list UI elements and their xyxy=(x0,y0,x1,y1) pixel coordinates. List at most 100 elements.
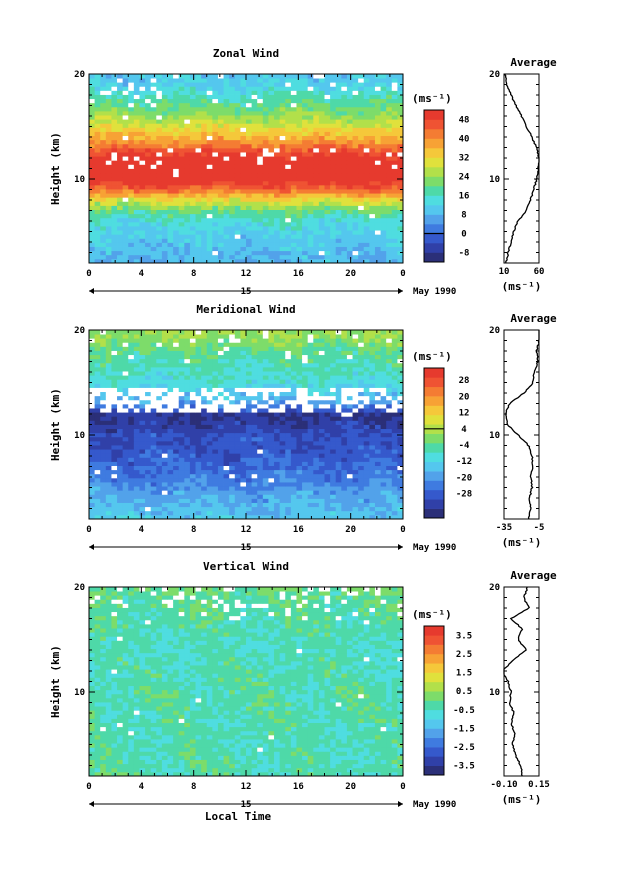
heatmap-cell xyxy=(156,143,163,149)
heatmap-cell xyxy=(201,90,208,95)
heatmap-cell xyxy=(313,193,320,198)
heatmap-cell xyxy=(133,102,140,108)
heatmap-cell xyxy=(94,432,101,438)
heatmap-cell xyxy=(173,135,180,141)
heatmap-cell xyxy=(94,408,101,413)
heatmap-cell xyxy=(212,184,219,190)
heatmap-cell xyxy=(335,420,342,425)
heatmap-cell xyxy=(100,428,107,434)
heatmap-cell xyxy=(111,469,118,475)
heatmap-cell xyxy=(189,78,196,83)
heatmap-cell xyxy=(302,119,309,124)
heatmap-cell xyxy=(161,424,168,430)
heatmap-cell xyxy=(195,197,202,202)
heatmap-cell xyxy=(246,123,253,128)
heatmap-cell xyxy=(285,152,292,157)
heatmap-cell xyxy=(268,102,275,108)
heatmap-cell xyxy=(173,143,180,149)
heatmap-cell xyxy=(94,209,101,215)
heatmap-cell xyxy=(324,180,331,186)
heatmap-cell xyxy=(128,412,135,417)
heatmap-cell xyxy=(386,102,393,108)
heatmap-cell xyxy=(352,209,359,215)
heatmap-cell xyxy=(240,156,247,161)
heatmap-cell xyxy=(246,440,253,446)
heatmap-cell xyxy=(161,254,168,260)
heatmap-cell xyxy=(94,477,101,483)
heatmap-cell xyxy=(212,424,219,430)
heatmap-cell xyxy=(335,408,342,413)
heatmap-cell xyxy=(358,358,365,364)
heatmap-cell xyxy=(173,197,180,202)
heatmap-cell xyxy=(229,160,236,165)
heatmap-cell xyxy=(268,403,275,409)
heatmap-cell xyxy=(184,86,191,91)
heatmap-cell xyxy=(223,193,230,198)
heatmap-cell xyxy=(161,461,168,466)
heatmap-cell xyxy=(246,366,253,372)
heatmap-cell xyxy=(156,432,163,438)
heatmap-cell xyxy=(318,510,325,516)
heatmap-cell xyxy=(161,440,168,446)
heatmap-cell xyxy=(201,428,208,434)
heatmap-cell xyxy=(257,403,264,409)
heatmap-cell xyxy=(139,176,146,182)
heatmap-cell xyxy=(307,164,314,169)
heatmap-cell xyxy=(346,258,353,264)
heatmap-cell xyxy=(94,193,101,198)
heatmap-cell xyxy=(206,197,213,202)
heatmap-cell xyxy=(105,160,112,165)
heatmap-cell xyxy=(156,94,163,100)
heatmap-cell xyxy=(206,110,213,116)
heatmap-cell xyxy=(178,115,185,120)
heatmap-cell xyxy=(346,482,353,487)
heatmap-cell xyxy=(296,383,303,388)
heatmap-cell xyxy=(346,221,353,227)
heatmap-cell xyxy=(145,461,152,466)
heatmap-cell xyxy=(313,147,320,153)
heatmap-cell xyxy=(167,379,174,384)
heatmap-cell xyxy=(330,383,337,388)
heatmap-cell xyxy=(397,391,404,397)
heatmap-cell xyxy=(173,432,180,438)
heatmap-cell xyxy=(330,403,337,409)
heatmap-cell xyxy=(212,465,219,471)
heatmap-cell xyxy=(189,254,196,260)
heatmap-cell xyxy=(274,366,281,372)
heatmap-cell xyxy=(217,189,224,194)
heatmap-cell xyxy=(133,180,140,186)
heatmap-cell xyxy=(279,164,286,169)
heatmap-cell xyxy=(363,168,370,174)
heatmap-cell xyxy=(122,172,129,178)
heatmap-cell xyxy=(150,102,157,108)
heatmap-cell xyxy=(195,358,202,364)
heatmap-cell xyxy=(100,110,107,116)
heatmap-cell xyxy=(391,358,398,364)
heatmap-cell xyxy=(262,502,269,508)
heatmap-cell xyxy=(128,226,135,231)
heatmap-cell xyxy=(341,135,348,141)
heatmap-cell xyxy=(268,391,275,397)
heatmap-cell xyxy=(212,127,219,132)
heatmap-cell xyxy=(105,197,112,202)
heatmap-cell xyxy=(184,189,191,194)
heatmap-cell xyxy=(139,436,146,442)
heatmap-cell xyxy=(122,131,129,137)
heatmap-cell xyxy=(324,379,331,384)
heatmap-cell xyxy=(324,119,331,124)
heatmap-cell xyxy=(251,449,258,454)
heatmap-cell xyxy=(257,221,264,227)
heatmap-cell xyxy=(178,510,185,516)
heatmap-cell xyxy=(167,86,174,91)
heatmap-cell xyxy=(105,119,112,124)
heatmap-cell xyxy=(89,221,96,227)
heatmap-cell xyxy=(302,94,309,100)
heatmap-cell xyxy=(313,383,320,388)
heatmap-cell xyxy=(150,371,157,376)
heatmap-cell xyxy=(374,242,381,247)
heatmap-cell xyxy=(374,152,381,157)
heatmap-cell xyxy=(133,160,140,165)
heatmap-cell xyxy=(397,399,404,405)
heatmap-cell xyxy=(150,391,157,397)
heatmap-cell xyxy=(122,366,129,372)
